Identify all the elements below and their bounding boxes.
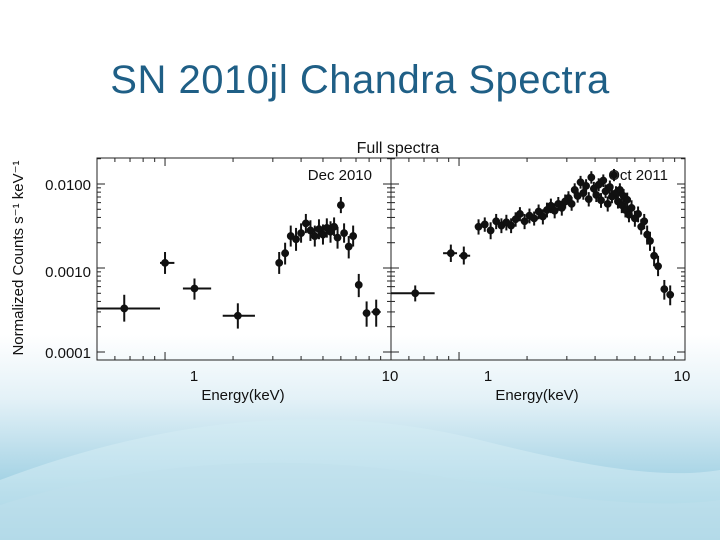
- data-point: [310, 232, 319, 240]
- background-wave: [0, 419, 720, 540]
- data-point: [319, 230, 327, 239]
- panel-frame: [96, 157, 392, 361]
- data-point: [640, 217, 649, 226]
- data-point: [627, 203, 636, 212]
- data-point: [161, 259, 169, 267]
- data-point: [650, 251, 659, 260]
- data-point: [480, 220, 489, 229]
- data-point: [550, 206, 559, 215]
- data-point: [660, 285, 669, 294]
- data-point: [190, 284, 199, 293]
- panel-label: Dec 2010: [308, 167, 372, 184]
- data-point: [411, 289, 420, 298]
- data-point: [516, 210, 524, 218]
- data-point: [582, 181, 590, 190]
- data-point: [530, 214, 539, 223]
- data-point: [576, 178, 585, 187]
- data-point: [344, 242, 353, 251]
- data-point: [579, 189, 588, 197]
- data-point: [340, 229, 348, 238]
- data-point: [372, 308, 381, 316]
- data-point: [333, 233, 342, 242]
- x-tick-label: 1: [484, 368, 492, 385]
- data-point: [275, 259, 284, 267]
- y-tick-label: 0.0010: [45, 264, 91, 281]
- data-point: [610, 171, 618, 179]
- data-point: [623, 195, 632, 204]
- y-tick-label: 0.0100: [45, 177, 91, 194]
- panel-label: Oct 2011: [608, 167, 668, 184]
- data-point: [349, 232, 358, 240]
- data-point: [584, 195, 593, 204]
- data-point: [492, 217, 501, 226]
- data-point: [446, 249, 455, 258]
- data-point: [292, 235, 300, 244]
- data-point: [233, 311, 242, 320]
- data-point: [615, 186, 624, 194]
- data-point: [459, 251, 468, 260]
- y-tick-label: 0.0001: [45, 345, 91, 362]
- y-axis-label: Normalized Counts s⁻¹ keV⁻¹: [10, 160, 27, 355]
- data-point: [330, 222, 338, 231]
- data-point: [362, 309, 371, 318]
- data-point: [666, 290, 675, 299]
- data-point: [301, 219, 310, 228]
- data-point: [354, 280, 363, 289]
- data-point: [646, 237, 654, 245]
- data-point: [281, 249, 290, 258]
- data-point: [587, 173, 596, 182]
- data-point: [507, 221, 516, 230]
- data-point: [592, 191, 601, 199]
- data-point: [297, 229, 305, 238]
- data-point: [603, 199, 612, 208]
- data-point: [486, 226, 495, 235]
- panel-frame: [390, 157, 686, 361]
- data-point: [605, 183, 614, 191]
- data-point: [654, 262, 662, 271]
- data-point: [567, 199, 576, 208]
- x-tick-label: 10: [674, 368, 691, 385]
- x-tick-label: 10: [382, 368, 399, 385]
- slide-title: SN 2010jl Chandra Spectra: [110, 58, 610, 102]
- data-point: [634, 210, 642, 218]
- x-axis-label: Energy(keV): [495, 387, 578, 404]
- panel-dec-2010: Dec 2010 0.0100 0.0010 0.0001 1 10 Energ…: [45, 157, 399, 404]
- data-point: [599, 176, 608, 185]
- data-point: [120, 304, 129, 313]
- data-point: [538, 212, 547, 221]
- data-point: [520, 217, 529, 226]
- data-point: [336, 201, 345, 210]
- data-point: [597, 196, 605, 205]
- data-point: [557, 203, 566, 212]
- panel-oct-2011: Oct 2011 1 10 Energy(keV): [390, 157, 691, 404]
- x-axis-label: Energy(keV): [201, 387, 284, 404]
- x-tick-label: 1: [190, 368, 198, 385]
- chart-title: Full spectra: [357, 140, 440, 157]
